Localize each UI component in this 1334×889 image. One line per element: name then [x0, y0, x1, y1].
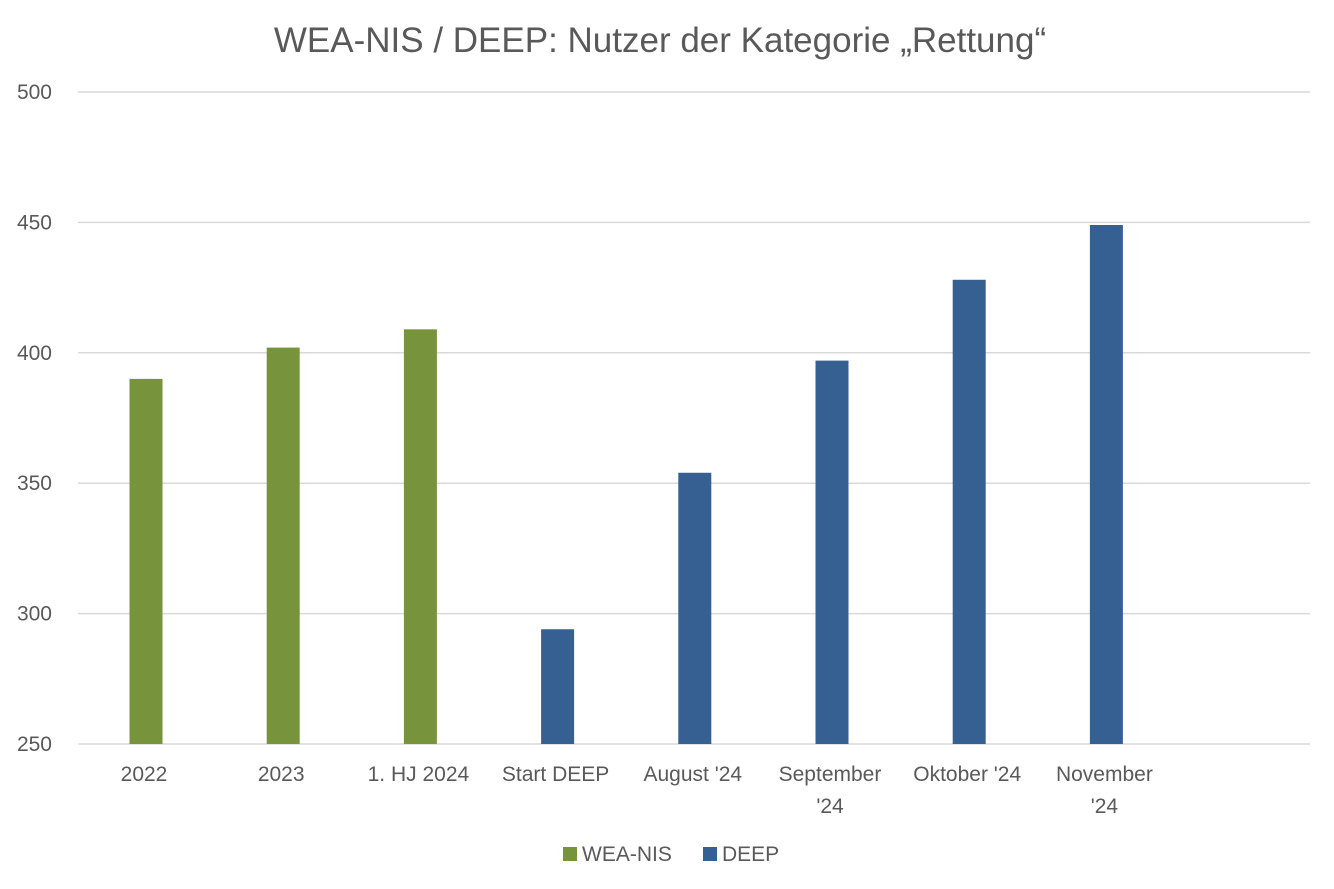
x-category-label: August '24 — [644, 763, 743, 786]
x-category-label: Oktober '24 — [913, 763, 1021, 786]
x-category-label: 1. HJ 2024 — [368, 763, 470, 786]
y-axis-ticks: 500 450 400 350 300 250 — [17, 81, 52, 756]
bars — [129, 225, 1123, 744]
x-category-label: Start DEEP — [502, 763, 609, 786]
bar-deep — [1089, 225, 1123, 744]
bar-deep — [815, 360, 849, 744]
legend-swatch — [563, 847, 577, 861]
x-category-label: 2022 — [121, 763, 168, 786]
x-category-label: September '24 — [779, 763, 882, 818]
bar-wea-nis — [266, 347, 300, 744]
y-tick-label: 350 — [17, 472, 52, 495]
bar-deep — [541, 629, 575, 744]
bar-deep — [952, 279, 986, 744]
y-tick-label: 450 — [17, 211, 52, 234]
legend-label: WEA-NIS — [582, 843, 672, 866]
y-tick-label: 250 — [17, 733, 52, 756]
legend: WEA-NIS DEEP — [563, 843, 779, 866]
chart-title: WEA-NIS / DEEP: Nutzer der Kategorie „Re… — [274, 21, 1046, 60]
legend-swatch — [703, 847, 717, 861]
y-tick-label: 300 — [17, 603, 52, 626]
y-tick-label: 500 — [17, 81, 52, 104]
x-axis-categories: 2022 2023 1. HJ 2024 Start DEEP August '24 Se… — [121, 763, 1153, 818]
legend-label: DEEP — [722, 843, 779, 866]
y-tick-label: 400 — [17, 342, 52, 365]
bar-deep — [678, 472, 712, 744]
bar-wea-nis — [403, 329, 437, 744]
x-category-label: November '24 — [1056, 763, 1153, 818]
bar-wea-nis — [129, 378, 163, 744]
x-category-label: 2023 — [258, 763, 305, 786]
